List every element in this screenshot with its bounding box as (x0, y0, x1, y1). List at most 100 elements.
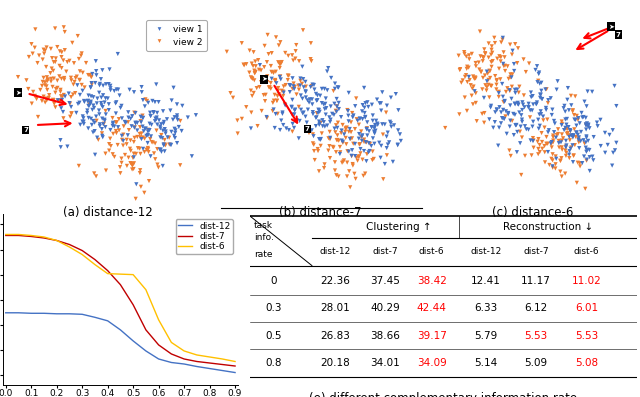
Legend: view 1, view 2: view 1, view 2 (146, 20, 207, 51)
Point (493, 89, 504, 95)
Point (343, 108, 353, 114)
Point (246, 74, 256, 81)
Text: ➤: ➤ (261, 76, 267, 83)
Point (536, 111, 546, 117)
Text: ➤: ➤ (608, 23, 614, 30)
Point (336, 114, 346, 120)
Point (572, 179, 582, 186)
Point (150, 156, 161, 162)
Point (520, 152, 530, 159)
Point (164, 141, 175, 148)
Point (58, 109, 68, 115)
Point (248, 63, 258, 69)
Point (535, 123, 545, 129)
Point (392, 142, 403, 148)
Point (505, 118, 515, 124)
Point (381, 152, 392, 158)
Point (306, 40, 316, 46)
Point (156, 125, 166, 131)
Point (262, 115, 272, 121)
Point (342, 159, 352, 166)
Point (100, 111, 111, 118)
Point (508, 48, 518, 54)
Point (463, 64, 474, 71)
dist-12 (231, 370, 239, 375)
Point (346, 152, 356, 159)
Point (573, 139, 584, 146)
Point (468, 101, 478, 108)
Point (502, 131, 512, 137)
Point (159, 119, 169, 125)
Point (172, 101, 182, 108)
Point (289, 125, 300, 131)
Point (312, 97, 323, 103)
Point (92, 95, 102, 102)
Point (300, 114, 310, 120)
Point (515, 140, 525, 146)
Point (252, 85, 262, 91)
Point (464, 56, 474, 62)
Point (331, 108, 341, 114)
Point (570, 142, 580, 148)
Point (384, 139, 394, 145)
Point (517, 116, 527, 123)
Point (568, 153, 579, 159)
Point (47, 84, 58, 90)
Point (291, 42, 301, 48)
dist-12 (205, 366, 213, 371)
Point (326, 103, 336, 110)
Point (570, 117, 580, 123)
Point (256, 67, 266, 73)
Point (66, 77, 76, 83)
Point (561, 138, 571, 144)
Point (565, 128, 575, 135)
Point (548, 164, 558, 171)
Point (152, 146, 163, 152)
dist-6 (104, 271, 111, 276)
Point (150, 116, 161, 122)
Point (278, 122, 289, 128)
Point (506, 74, 516, 81)
Point (105, 83, 115, 89)
Point (510, 41, 520, 47)
Point (323, 65, 333, 71)
Point (84, 101, 95, 108)
Point (166, 142, 176, 148)
Point (344, 90, 354, 96)
Point (87, 122, 97, 128)
Point (548, 137, 558, 144)
Point (541, 134, 552, 140)
dist-7 (155, 343, 163, 347)
Point (338, 139, 348, 145)
Point (535, 91, 545, 98)
Point (506, 71, 516, 77)
Point (59, 92, 69, 98)
Point (490, 119, 500, 125)
Point (592, 119, 602, 126)
Point (268, 108, 278, 114)
Point (111, 86, 122, 93)
Point (248, 90, 259, 96)
Point (175, 162, 186, 168)
Point (344, 118, 354, 125)
Point (498, 61, 508, 67)
Text: 5.53: 5.53 (575, 331, 598, 341)
Point (541, 105, 551, 111)
Point (90, 119, 100, 126)
Point (492, 78, 502, 84)
Point (332, 108, 342, 115)
Point (40, 79, 50, 85)
Point (237, 40, 247, 46)
Point (140, 96, 150, 102)
Point (50, 59, 60, 65)
Point (561, 121, 572, 128)
Point (362, 99, 372, 106)
Point (386, 123, 396, 130)
Point (328, 88, 339, 94)
dist-7 (53, 238, 61, 243)
Point (120, 119, 130, 125)
Point (275, 60, 285, 66)
dist-12 (66, 311, 74, 316)
Point (307, 83, 317, 89)
Point (464, 52, 474, 58)
